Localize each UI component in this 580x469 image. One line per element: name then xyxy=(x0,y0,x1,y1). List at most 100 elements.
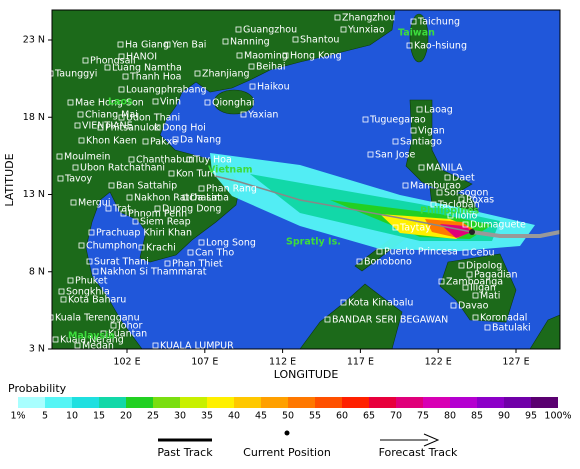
region-label: Philippines xyxy=(420,206,480,217)
place-label: Da Lat xyxy=(190,193,221,204)
place-marker xyxy=(74,342,81,349)
place-label: Guangzhou xyxy=(243,25,297,36)
place-label: Surat Thani xyxy=(94,257,149,268)
x-tick-label: 112 E xyxy=(269,357,296,368)
place-marker xyxy=(392,224,399,231)
region-label: Laos xyxy=(108,97,133,108)
place-marker xyxy=(186,156,193,163)
place-marker xyxy=(198,239,205,246)
place-label: Kao-hsiung xyxy=(414,41,467,52)
place-label: Mamburao xyxy=(410,181,461,192)
place-label: Yaxian xyxy=(247,110,278,121)
place-marker xyxy=(458,196,465,203)
place-label: Nanning xyxy=(230,37,270,48)
forecast-track xyxy=(214,175,473,233)
place-marker xyxy=(204,99,211,106)
place-label: Cebu xyxy=(470,248,495,259)
place-marker xyxy=(132,218,139,225)
place-label: Tuguegarao xyxy=(369,115,426,126)
place-marker xyxy=(362,116,369,123)
place-label: Haikou xyxy=(257,82,290,93)
colorbar-segment xyxy=(504,397,531,408)
place-marker xyxy=(118,114,125,121)
place-marker xyxy=(60,296,67,303)
place-marker xyxy=(462,221,469,228)
place-marker xyxy=(152,342,159,349)
place-label: Bonobono xyxy=(364,257,412,268)
place-label: Mergui xyxy=(78,198,110,209)
place-marker xyxy=(67,99,74,106)
place-label: Tacloban xyxy=(437,200,480,211)
x-axis-label: LONGITUDE xyxy=(274,368,339,381)
place-label: Beihai xyxy=(256,62,285,73)
place-label: Yunxiao xyxy=(347,25,385,36)
place-marker xyxy=(240,111,247,118)
place-label: Johor xyxy=(117,321,142,332)
place-label: Da Nang xyxy=(180,135,221,146)
place-label: Trat xyxy=(112,204,131,215)
past-track xyxy=(471,230,561,238)
place-label: Chanthaburi xyxy=(136,155,195,166)
place-label: BANDAR SERI BEGAWAN xyxy=(332,315,448,326)
map-frame xyxy=(51,9,561,350)
place-marker xyxy=(292,36,299,43)
place-marker xyxy=(164,260,171,267)
place-label: Kuantan xyxy=(108,329,147,340)
colorbar-segment xyxy=(180,397,207,408)
colorbar-segment xyxy=(18,397,45,408)
place-label: Kon Tum xyxy=(176,169,216,180)
place-marker xyxy=(430,201,437,208)
place-label: Maoming xyxy=(244,51,288,62)
colorbar-label: 100% xyxy=(544,411,571,422)
place-label: Krachi xyxy=(146,243,176,254)
place-marker xyxy=(198,185,205,192)
place-label: Santiago xyxy=(400,137,442,148)
place-marker xyxy=(187,249,194,256)
place-label: Songkhla xyxy=(66,287,110,298)
place-label: Iligan xyxy=(470,283,496,294)
x-tick-label: 122 E xyxy=(425,357,452,368)
colorbar-label: 1% xyxy=(10,411,25,422)
colorbar-label: 20 xyxy=(120,411,132,422)
colorbar-label: 70 xyxy=(390,411,402,422)
place-marker xyxy=(356,258,363,265)
colorbar-label: 65 xyxy=(363,411,375,422)
place-label: Tavoy xyxy=(64,174,92,185)
place-label: Chumphon xyxy=(86,241,138,252)
place-label: Mati xyxy=(480,291,500,302)
place-marker xyxy=(117,41,124,48)
place-label: Mae Hong Son xyxy=(75,98,144,109)
place-label: Zamboanga xyxy=(446,277,503,288)
place-marker xyxy=(249,83,256,90)
place-label: Laoag xyxy=(424,105,453,116)
colorbar-label: 40 xyxy=(228,411,240,422)
place-marker xyxy=(168,170,175,177)
place-label: Moulmein xyxy=(64,152,110,163)
legend-item: Past Track xyxy=(157,446,213,459)
colorbar-label: 45 xyxy=(255,411,267,422)
place-marker xyxy=(67,277,74,284)
colorbar-segment xyxy=(531,397,558,408)
colorbar-label: 85 xyxy=(471,411,483,422)
place-marker xyxy=(458,262,465,269)
colorbar-label: 35 xyxy=(201,411,213,422)
colorbar-segment xyxy=(45,397,72,408)
place-marker xyxy=(340,26,347,33)
place-marker xyxy=(74,122,81,129)
place-marker xyxy=(97,124,104,131)
place-marker xyxy=(462,284,469,291)
place-marker xyxy=(138,244,145,251)
place-marker xyxy=(108,182,115,189)
place-label: Taichung xyxy=(417,17,460,28)
colorbar-segment xyxy=(315,397,342,408)
colorbar-label: 25 xyxy=(147,411,159,422)
place-marker xyxy=(128,156,135,163)
place-label: Shantou xyxy=(300,35,339,46)
place-marker xyxy=(438,278,445,285)
place-marker xyxy=(367,151,374,158)
place-label: Zhanjiang xyxy=(202,69,250,80)
place-marker xyxy=(78,242,85,249)
place-marker xyxy=(450,302,457,309)
place-marker xyxy=(105,205,112,212)
place-marker xyxy=(462,249,469,256)
